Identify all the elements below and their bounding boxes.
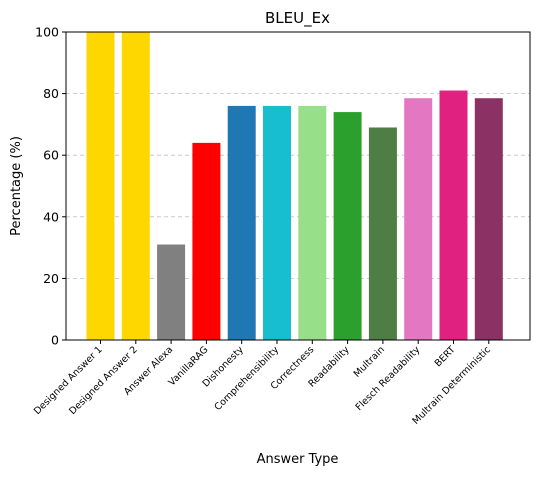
y-axis-label: Percentage (%) [9, 136, 24, 236]
x-tick-label: Multrain [352, 344, 387, 379]
y-tick-label: 0 [51, 333, 59, 348]
x-tick-label: Designed Answer 2 [67, 344, 140, 417]
bar [368, 127, 397, 340]
y-tick-label: 40 [43, 209, 59, 224]
bar [263, 105, 291, 340]
bars-layer [86, 32, 503, 341]
y-tick-label: 80 [43, 86, 59, 101]
x-tick-label: Flesch Readability [354, 344, 423, 413]
bar [404, 98, 433, 340]
y-tick-label: 100 [35, 25, 59, 40]
x-tick-label: BERT [433, 344, 458, 369]
x-tick-label: Comprehensibility [212, 344, 281, 413]
x-tick-label: Designed Answer 1 [32, 344, 105, 417]
bar [192, 142, 221, 340]
bar [157, 244, 186, 340]
x-axis-label: Answer Type [257, 452, 339, 467]
plot-frame [65, 31, 531, 341]
bar [86, 32, 115, 340]
y-tick-label: 60 [43, 148, 59, 163]
bar [227, 105, 256, 340]
bar [333, 112, 362, 340]
chart-title: BLEU_Ex [265, 9, 330, 28]
bar [474, 98, 503, 340]
bar [121, 32, 150, 340]
bar [298, 105, 327, 340]
y-axis: 0 20 40 60 80 100 [35, 25, 66, 348]
y-tick-label: 20 [43, 271, 59, 286]
bar [439, 90, 468, 341]
